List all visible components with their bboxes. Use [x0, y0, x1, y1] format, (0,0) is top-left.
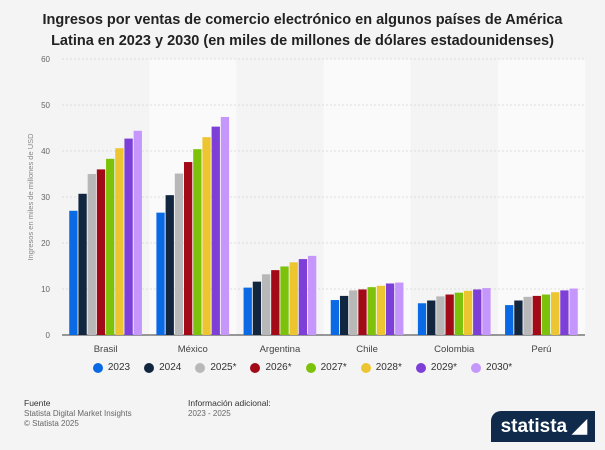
legend-label: 2027* — [320, 362, 347, 373]
bar-Chile-2023[interactable] — [330, 300, 340, 335]
y-axis-label: Ingresos en miles de millones de USD — [26, 133, 35, 261]
bar-Perú-2027*[interactable] — [541, 294, 551, 335]
bar-Perú-2025*[interactable] — [523, 296, 532, 335]
logo-text: statista — [500, 416, 568, 437]
bar-chart: 0 10 20 30 40 50 60 Ingresos en miles de millon… — [26, 55, 585, 355]
bar-Brasil-2023[interactable] — [69, 210, 78, 335]
bar-México-2026*[interactable] — [184, 162, 193, 335]
bar-Argentina-2026*[interactable] — [271, 270, 280, 335]
bar-Chile-2028*[interactable] — [376, 285, 386, 335]
legend: 2023 2024 2025* 2026* 2027* 2028* 2029* 2030* — [0, 362, 605, 373]
legend-item[interactable]: 2030* — [471, 362, 512, 373]
legend-dot-icon — [360, 362, 371, 373]
bar-Chile-2029*[interactable] — [385, 283, 395, 335]
bar-Perú-2030*[interactable] — [569, 288, 578, 335]
y-tick-label: 40 — [41, 147, 50, 156]
legend-item[interactable]: 2024 — [144, 362, 181, 373]
bar-Colombia-2026*[interactable] — [445, 294, 454, 335]
legend-item[interactable]: 2028* — [360, 362, 402, 373]
bar-Argentina-2030*[interactable] — [307, 255, 317, 335]
y-tick-label: 0 — [46, 331, 51, 340]
bar-México-2024[interactable] — [165, 195, 174, 335]
y-tick-label: 20 — [41, 239, 50, 248]
x-tick-label: Colombia — [434, 344, 475, 355]
bar-México-2030*[interactable] — [220, 116, 230, 336]
bar-Perú-2023[interactable] — [505, 305, 514, 335]
legend-dot-icon — [471, 362, 482, 373]
legend-dot-icon — [305, 362, 316, 373]
bar-Brasil-2024[interactable] — [78, 193, 87, 335]
legend-dot-icon — [250, 362, 261, 373]
x-tick-label: Chile — [356, 344, 378, 355]
legend-item[interactable]: 2023 — [92, 362, 131, 373]
bar-Perú-2024[interactable] — [514, 300, 523, 336]
bar-Argentina-2027*[interactable] — [280, 266, 289, 335]
legend-label: 2023 — [107, 362, 131, 373]
bar-Argentina-2024[interactable] — [252, 281, 262, 335]
bar-Colombia-2028*[interactable] — [463, 290, 473, 335]
copyright: © Statista 2025 — [24, 419, 79, 428]
bar-México-2025*[interactable] — [174, 173, 184, 335]
bar-Colombia-2025*[interactable] — [436, 296, 445, 335]
bar-Chile-2024[interactable] — [339, 295, 349, 335]
bar-México-2023[interactable] — [156, 212, 165, 335]
bar-Argentina-2025*[interactable] — [261, 274, 271, 335]
bar-Chile-2026*[interactable] — [358, 289, 367, 335]
y-tick-label: 60 — [41, 55, 50, 64]
bar-Chile-2027*[interactable] — [367, 287, 376, 335]
bar-México-2027*[interactable] — [193, 149, 202, 335]
bar-Colombia-2027*[interactable] — [454, 292, 463, 335]
legend-dot-icon — [415, 362, 426, 373]
bar-Chile-2025*[interactable] — [349, 290, 358, 335]
bar-Colombia-2023[interactable] — [417, 303, 427, 335]
source-block: Fuente Statista Digital Market Insights … — [24, 398, 132, 429]
chart-title: Ingresos por ventas de comercio electrón… — [42, 12, 563, 49]
x-tick-label: Brasil — [94, 344, 118, 355]
bar-México-2029*[interactable] — [211, 126, 220, 336]
legend-label: 2024 — [159, 362, 182, 373]
info-value: 2023 - 2025 — [188, 409, 231, 418]
legend-item[interactable]: 2027* — [305, 362, 347, 373]
legend-label: 2030* — [486, 362, 513, 373]
source-line[interactable]: Statista Digital Market Insights — [24, 409, 132, 418]
source-label: Fuente — [24, 398, 51, 408]
y-tick-label: 10 — [41, 285, 50, 294]
bar-Colombia-2029*[interactable] — [473, 289, 482, 335]
bar-Argentina-2029*[interactable] — [298, 259, 308, 335]
bar-Chile-2030*[interactable] — [395, 282, 404, 335]
y-tick-label: 30 — [41, 193, 50, 202]
legend-label: 2028* — [375, 362, 402, 373]
bar-Perú-2026*[interactable] — [532, 295, 541, 335]
legend-label: 2029* — [430, 362, 458, 373]
info-block: Información adicional: 2023 - 2025 — [188, 398, 271, 419]
bar-Argentina-2023[interactable] — [243, 287, 252, 335]
bar-Colombia-2024[interactable] — [427, 300, 436, 336]
bar-Brasil-2026*[interactable] — [96, 169, 106, 335]
bar-Brasil-2028*[interactable] — [115, 148, 124, 335]
legend-dot-icon — [195, 362, 206, 373]
bar-Brasil-2027*[interactable] — [106, 158, 115, 335]
bar-Perú-2028*[interactable] — [551, 292, 560, 335]
y-tick-label: 50 — [41, 101, 50, 110]
legend-dot-icon — [92, 362, 103, 373]
legend-label: 2025* — [210, 362, 237, 373]
legend-dot-icon — [144, 362, 155, 373]
legend-item[interactable]: 2029* — [415, 362, 458, 373]
info-label: Información adicional: — [188, 398, 271, 408]
legend-item[interactable]: 2025* — [195, 362, 236, 373]
legend-label: 2026* — [265, 362, 292, 373]
x-tick-label: Argentina — [260, 344, 301, 355]
legend-item[interactable]: 2026* — [250, 362, 292, 373]
bar-Colombia-2030*[interactable] — [482, 288, 491, 335]
bar-México-2028*[interactable] — [202, 137, 211, 335]
x-tick-label: Perú — [531, 344, 551, 355]
x-tick-label: México — [178, 344, 208, 355]
bar-Perú-2029*[interactable] — [560, 290, 569, 335]
bar-Brasil-2030*[interactable] — [133, 130, 142, 335]
bar-Argentina-2028*[interactable] — [289, 262, 298, 335]
bar-Brasil-2025*[interactable] — [87, 174, 96, 335]
statista-logo[interactable]: statista ◢ — [490, 411, 595, 442]
bar-Brasil-2029*[interactable] — [124, 138, 133, 335]
